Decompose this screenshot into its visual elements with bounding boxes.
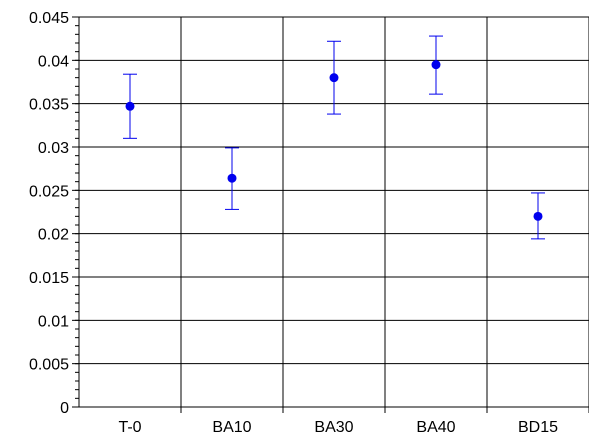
x-axis-ticks: T-0 BA10 BA30 BA40 BD15 [118, 407, 589, 436]
y-tick-label: 0.045 [29, 10, 69, 27]
axes [78, 17, 589, 408]
x-tick-label: BD15 [518, 419, 558, 436]
data-point [329, 73, 339, 83]
grid [79, 16, 589, 407]
y-tick-label: 0.015 [29, 270, 69, 287]
y-tick-label: 0.005 [29, 357, 69, 374]
y-tick-label: 0.04 [38, 53, 69, 70]
x-tick-label: BA10 [212, 419, 251, 436]
x-tick-label: BA30 [314, 419, 353, 436]
y-tick-label: 0.01 [38, 313, 69, 330]
y-tick-label: 0.03 [38, 140, 69, 157]
data-point [227, 173, 237, 183]
data-points [125, 60, 543, 221]
x-tick-label: T-0 [118, 419, 141, 436]
y-tick-label: 0.025 [29, 183, 69, 200]
data-point [533, 211, 543, 221]
data-point [431, 60, 441, 70]
error-bars [123, 35, 545, 240]
y-tick-label: 0.035 [29, 97, 69, 114]
x-tick-label: BA40 [416, 419, 455, 436]
y-tick-label: 0.02 [38, 227, 69, 244]
data-point [125, 101, 135, 111]
y-axis-ticks: 0 0.005 0.01 0.015 0.02 0.025 0.03 0.035 0.04 0.0… [29, 10, 79, 417]
y-tick-label: 0 [60, 400, 69, 417]
